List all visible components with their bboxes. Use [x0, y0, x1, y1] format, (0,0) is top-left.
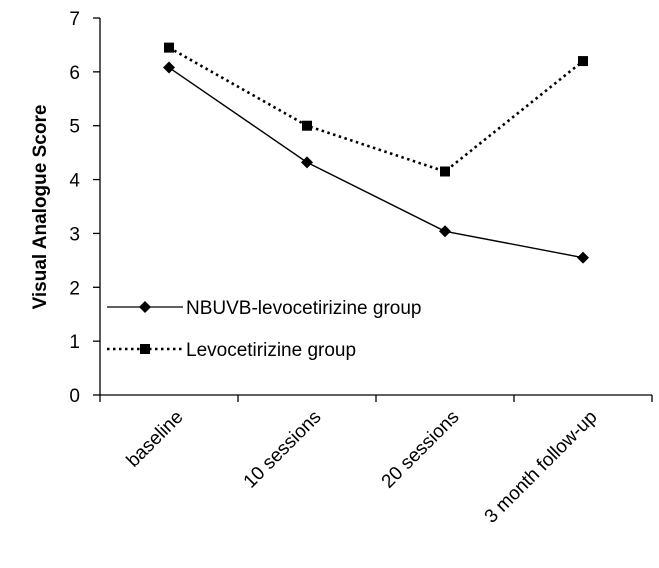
data-point-diamond: [439, 225, 451, 238]
series-line-nbuvb-levocetirizine: [168, 66, 584, 259]
y-tick-label: 2: [69, 278, 80, 299]
legend: NBUVB-levocetirizine group Levocetirizin…: [107, 298, 422, 361]
y-ticks: 0 1 2 3 4 5 6 7: [69, 9, 100, 407]
x-category-label: 3 month follow-up: [481, 407, 602, 528]
x-category-label: baseline: [123, 407, 188, 472]
legend-marker-square-icon: [140, 344, 150, 354]
x-category-label: 10 sessions: [240, 407, 326, 493]
y-tick-label: 1: [69, 332, 80, 353]
y-tick-label: 0: [69, 386, 80, 407]
y-tick-label: 7: [69, 9, 80, 30]
y-axis-title: Visual Analogue Score: [30, 105, 51, 310]
series-line-levocetirizine: [168, 46, 584, 173]
x-category-label: 20 sessions: [378, 407, 464, 493]
legend-marker-diamond-icon: [139, 301, 151, 313]
y-tick-label: 5: [69, 117, 80, 138]
data-point-diamond: [577, 251, 589, 264]
series-layer: [163, 42, 589, 264]
x-ticks: baseline 10 sessions 20 sessions 3 month fo…: [99, 395, 653, 528]
legend-label-levo: Levocetirizine group: [186, 340, 356, 361]
y-tick-label: 6: [69, 63, 80, 84]
data-point-square: [164, 42, 174, 53]
data-point-diamond: [301, 156, 313, 169]
data-point-square: [440, 166, 450, 177]
y-tick-label: 3: [69, 224, 80, 245]
y-tick-label: 4: [69, 171, 80, 192]
data-point-square: [302, 120, 312, 131]
legend-label-nbuvb: NBUVB-levocetirizine group: [186, 298, 422, 319]
data-point-diamond: [163, 61, 175, 74]
data-point-square: [578, 56, 588, 67]
